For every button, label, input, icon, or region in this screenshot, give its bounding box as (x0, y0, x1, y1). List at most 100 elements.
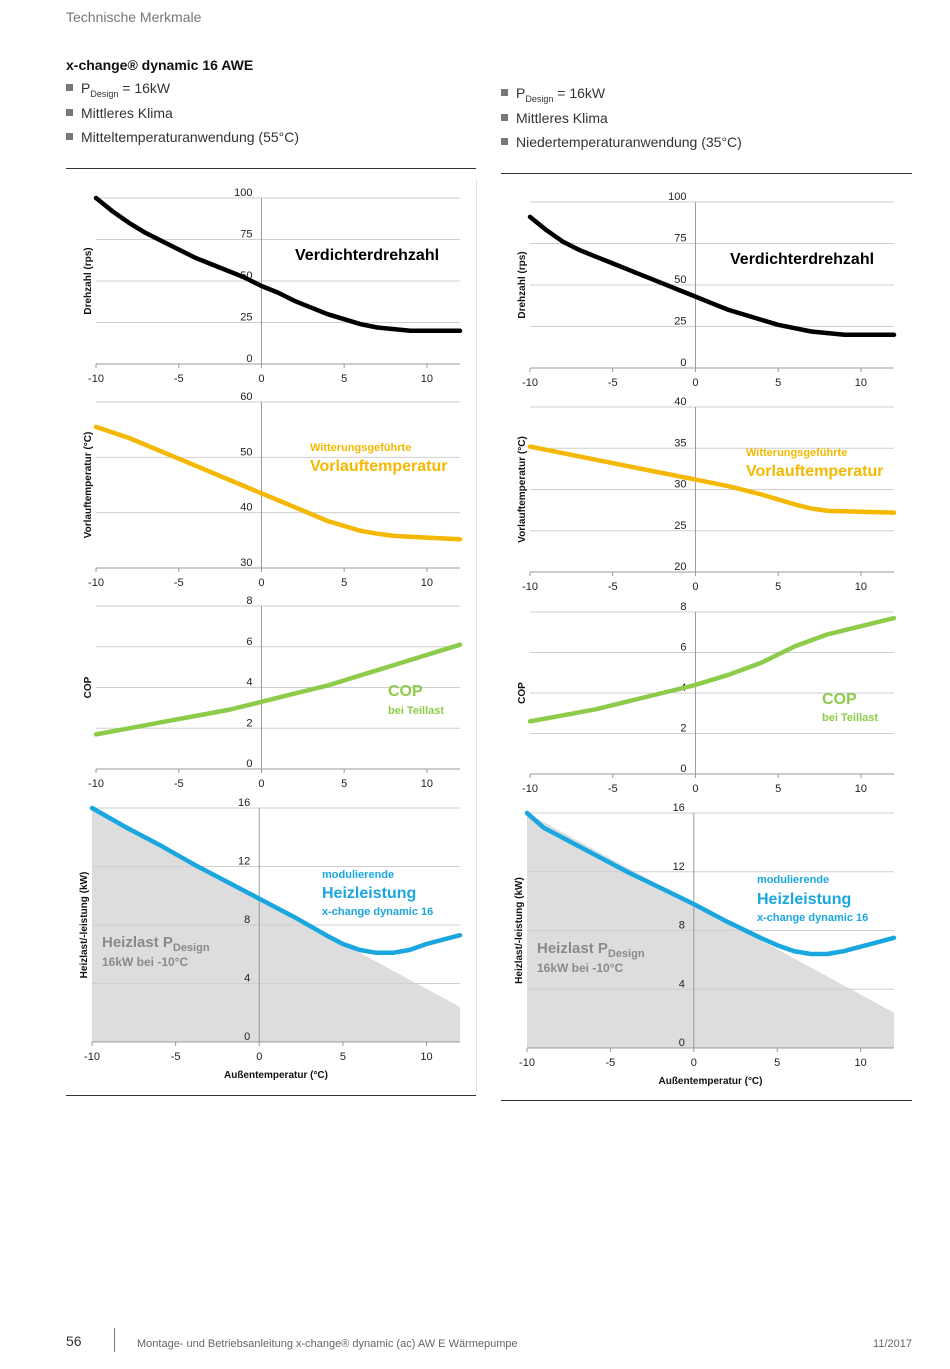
list-item: Niedertemperaturanwendung (35°C) (501, 132, 742, 157)
y-tick-label: 0 (246, 758, 252, 770)
x-tick-label: -5 (608, 581, 618, 593)
bullet-square-icon (66, 108, 73, 116)
footer-date: 11/2017 (873, 1338, 912, 1350)
y-tick-label: 12 (673, 861, 685, 873)
y-tick-label: 40 (674, 396, 686, 408)
y-axis-label: Heizlast/-leistung (kW) (79, 872, 90, 979)
y-axis-label: COP (83, 676, 94, 698)
x-tick-label: -5 (171, 1051, 181, 1063)
x-tick-label: 0 (258, 577, 264, 589)
x-tick-label: 10 (421, 778, 433, 790)
y-tick-label: 2 (246, 717, 252, 729)
chart-annotation: Heizleistung (757, 891, 851, 908)
x-tick-label: 0 (691, 1057, 697, 1069)
x-tick-label: 10 (855, 783, 867, 795)
x-tick-label: 0 (692, 783, 698, 795)
x-tick-label: 10 (420, 1051, 432, 1063)
chart-annotation: Heizleistung (322, 885, 416, 902)
y-tick-label: 35 (674, 437, 686, 449)
x-tick-label: 0 (692, 377, 698, 389)
list-item: Mitteltemperaturanwendung (55°C) (66, 127, 299, 152)
x-tick-label: 10 (421, 577, 433, 589)
y-tick-label: 8 (246, 595, 252, 607)
divider (501, 173, 912, 174)
x-tick-label: -10 (88, 778, 104, 790)
y-axis-label: Vorlauftemperatur (°C) (83, 432, 94, 539)
y-tick-label: 0 (244, 1031, 250, 1043)
footer-text: Montage- und Betriebsanleitung x-change®… (137, 1338, 518, 1350)
divider (66, 168, 476, 169)
right-flow-chart: 20 25 30 35 40 -10 -5 0 5 10 Vorlauftemperatur (°C… (517, 396, 897, 593)
x-tick-label: -10 (522, 581, 538, 593)
left-power-chart: 0 4 8 12 16 -10 -5 0 5 10 Heizlast/-leistung (kW) A… (79, 797, 463, 1081)
product-title: x-change® dynamic 16 AWE (66, 57, 254, 73)
y-tick-label: 8 (244, 914, 250, 926)
y-tick-label: 100 (668, 191, 686, 203)
chart-annotation: x-change dynamic 16 (322, 906, 433, 918)
footer-divider (114, 1328, 115, 1352)
bullet-square-icon (66, 84, 73, 91)
bullet-square-icon (501, 138, 508, 145)
x-tick-label: 0 (256, 1051, 262, 1063)
y-tick-label: 4 (244, 973, 250, 985)
x-tick-label: 10 (855, 377, 867, 389)
chart-annotation: COP (822, 691, 857, 708)
series-line (93, 195, 463, 334)
y-tick-label: 4 (679, 978, 685, 990)
bullet-square-icon (501, 113, 508, 121)
y-tick-label: 75 (240, 229, 252, 241)
y-tick-label: 6 (246, 636, 252, 648)
divider (66, 1095, 476, 1096)
y-tick-label: 4 (246, 677, 252, 689)
y-axis-label: Vorlauftemperatur (°C) (517, 436, 528, 543)
bullet-square-icon (501, 89, 508, 96)
chart-annotation: bei Teillast (822, 712, 878, 724)
x-tick-label: -10 (88, 577, 104, 589)
y-axis-label: COP (517, 682, 528, 704)
x-axis-label: Außentemperatur (°C) (224, 1070, 328, 1081)
y-tick-label: 0 (680, 357, 686, 369)
y-tick-label: 40 (240, 502, 252, 514)
series-line (527, 214, 897, 338)
chart-annotation: Verdichterdrehzahl (295, 247, 439, 264)
left-flow-chart: 30 40 50 60 -10 -5 0 5 10 Vorlauftemperatur (°C) W… (83, 391, 463, 589)
x-tick-label: -10 (522, 377, 538, 389)
y-tick-label: 6 (680, 642, 686, 654)
x-tick-label: -5 (174, 577, 184, 589)
column-divider (476, 180, 477, 1092)
x-tick-label: -10 (88, 373, 104, 385)
x-tick-label: -5 (174, 778, 184, 790)
x-tick-label: 5 (774, 1057, 780, 1069)
x-tick-label: 5 (341, 577, 347, 589)
chart-annotation: COP (388, 683, 423, 700)
list-item: PDesign = 16kW (501, 83, 742, 108)
left-spec-list: PDesign = 16kW Mittleres Klima Mitteltem… (66, 78, 299, 152)
right-speed-chart: 0 25 50 75 100 -10 -5 0 5 10 Drehzahl (rps) Verdich… (517, 191, 897, 389)
y-tick-label: 0 (679, 1037, 685, 1049)
chart-annotation: 16kW bei -10°C (102, 955, 188, 969)
x-tick-label: 5 (775, 581, 781, 593)
chart-annotation: modulierende (757, 874, 829, 886)
x-tick-label: 5 (775, 377, 781, 389)
x-tick-label: -5 (606, 1057, 616, 1069)
y-tick-label: 16 (238, 797, 250, 809)
x-tick-label: -10 (84, 1051, 100, 1063)
series-line (93, 642, 463, 737)
divider (501, 1100, 912, 1101)
right-spec-list: PDesign = 16kW Mittleres Klima Niedertem… (501, 83, 742, 157)
x-tick-label: -5 (608, 377, 618, 389)
x-tick-label: -10 (522, 783, 538, 795)
y-tick-label: 25 (674, 316, 686, 328)
y-tick-label: 8 (680, 601, 686, 613)
chart-annotation: modulierende (322, 869, 394, 881)
y-tick-label: 25 (240, 312, 252, 324)
bullet-square-icon (66, 133, 73, 140)
x-tick-label: 5 (340, 1051, 346, 1063)
x-tick-label: 5 (341, 373, 347, 385)
y-axis-label: Drehzahl (rps) (517, 251, 528, 318)
y-tick-label: 12 (238, 856, 250, 868)
list-item: Mittleres Klima (501, 108, 742, 133)
